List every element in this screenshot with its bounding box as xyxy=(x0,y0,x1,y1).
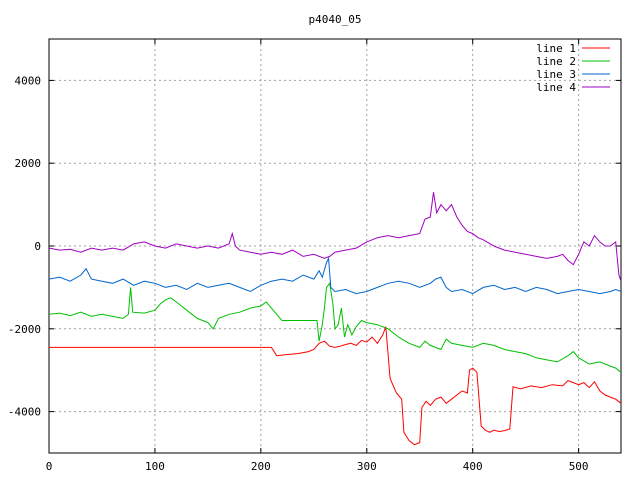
series-line-4 xyxy=(49,192,621,282)
legend-label: line 4 xyxy=(536,81,576,94)
legend-label: line 2 xyxy=(536,55,576,68)
series-lines xyxy=(49,192,621,446)
legend-label: line 1 xyxy=(536,42,576,55)
series-line-3 xyxy=(49,256,621,295)
axis-ticks: 0 100 200 300 400 500 -4000 -2000 0 2000 4000 xyxy=(8,39,621,473)
x-tick-label: 0 xyxy=(46,460,53,473)
y-tick-label: 4000 xyxy=(15,74,42,87)
series-line-2 xyxy=(49,282,621,373)
y-tick-label: -2000 xyxy=(8,323,41,336)
y-tick-label: 2000 xyxy=(15,157,42,170)
x-tick-label: 100 xyxy=(145,460,165,473)
x-tick-label: 400 xyxy=(463,460,483,473)
series-line-1 xyxy=(49,326,621,446)
grid xyxy=(49,39,621,453)
x-tick-label: 200 xyxy=(251,460,271,473)
x-tick-label: 300 xyxy=(357,460,377,473)
chart-title: p4040_05 xyxy=(309,13,362,26)
y-tick-label: 0 xyxy=(34,240,41,253)
y-tick-label: -4000 xyxy=(8,406,41,419)
x-tick-label: 500 xyxy=(569,460,589,473)
legend-label: line 3 xyxy=(536,68,576,81)
